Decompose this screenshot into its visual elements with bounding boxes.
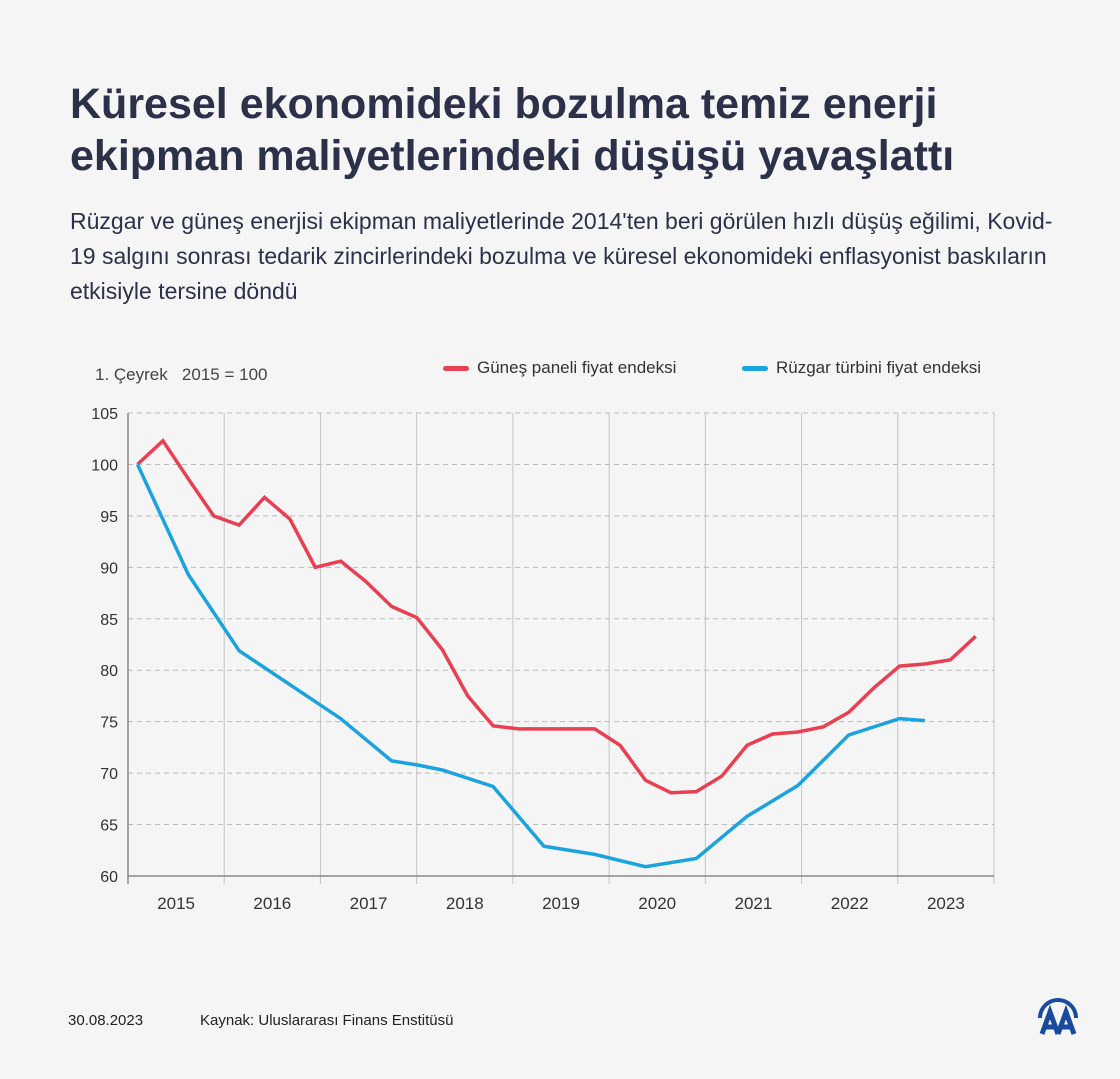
aa-logo [1038,998,1078,1035]
legend-label-wind: Rüzgar türbini fiyat endeksi [776,358,982,377]
x-tick-label: 2018 [446,894,484,913]
legend-item-wind: Rüzgar türbini fiyat endeksi [742,358,981,378]
x-tick-label: 2015 [157,894,195,913]
source: Kaynak: Uluslararası Finans Enstitüsü [200,1012,454,1029]
y-tick-label: 60 [100,869,118,886]
date: 30.08.2023 [68,1012,144,1029]
x-tick-label: 2020 [638,894,676,913]
x-tick-label: 2023 [927,894,965,913]
unit-label: 1. Çeyrek 2015 = 100 [95,365,268,384]
y-tick-label: 65 [100,818,118,835]
page-subtitle: Rüzgar ve güneş enerjisi ekipman maliyet… [70,208,1053,304]
legend-label-solar: Güneş paneli fiyat endeksi [477,358,677,377]
y-tick-label: 95 [100,509,118,526]
y-tick-label: 70 [100,766,118,783]
x-tick-label: 2022 [831,894,869,913]
y-tick-label: 85 [100,612,118,629]
series-line-wind [135,463,926,869]
series-line-solar [136,438,977,795]
y-tick-label: 80 [100,663,118,680]
y-tick-label: 100 [91,457,118,474]
legend-swatch-solar [443,365,469,371]
legend-swatch-wind [742,365,768,371]
x-tick-label: 2019 [542,894,580,913]
x-tick-label: 2021 [735,894,773,913]
y-tick-label: 75 [100,715,118,732]
x-tick-label: 2016 [253,894,291,913]
page-title: Küresel ekonomideki bozulma temiz enerji… [70,80,955,180]
y-tick-label: 105 [91,406,118,423]
y-tick-label: 90 [100,560,118,577]
x-tick-label: 2017 [350,894,388,913]
legend-item-solar: Güneş paneli fiyat endeksi [443,358,676,378]
